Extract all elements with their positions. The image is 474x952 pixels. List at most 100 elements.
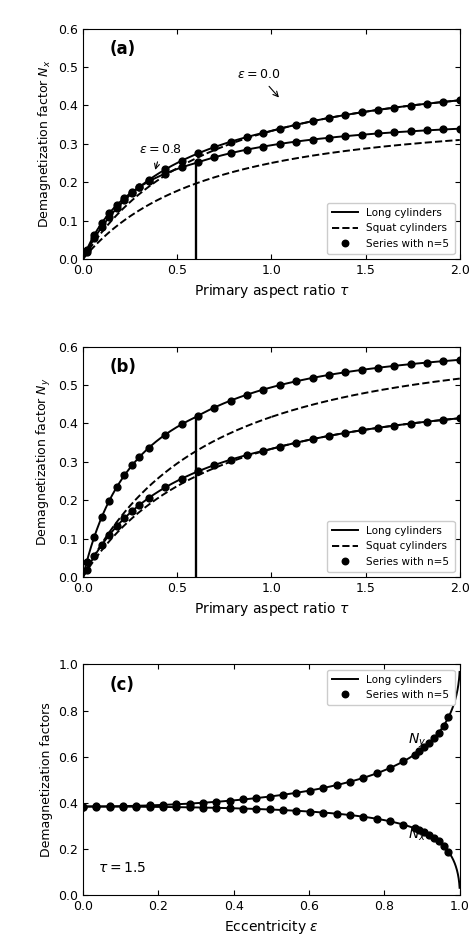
Point — [445, 709, 452, 724]
Point — [341, 426, 349, 441]
Point — [79, 799, 87, 814]
Point — [226, 801, 234, 816]
Point — [411, 747, 419, 763]
Point — [358, 128, 365, 143]
Point — [276, 439, 283, 454]
Point — [386, 761, 394, 776]
Point — [276, 136, 283, 151]
Point — [266, 802, 273, 817]
Point — [430, 730, 438, 745]
Point — [276, 121, 283, 136]
Point — [194, 154, 202, 169]
Text: (a): (a) — [109, 40, 136, 58]
Point — [113, 519, 121, 534]
Point — [260, 126, 267, 141]
Point — [120, 192, 128, 208]
Point — [113, 479, 121, 494]
Point — [423, 123, 431, 138]
Point — [346, 774, 354, 789]
Point — [292, 803, 300, 819]
Point — [243, 447, 251, 463]
Point — [420, 740, 428, 755]
Point — [359, 770, 367, 785]
Point — [173, 800, 180, 815]
Point — [226, 793, 234, 808]
Point — [400, 754, 407, 769]
Point — [292, 435, 300, 450]
Legend: Long cylinders, Squat cylinders, Series with n=5: Long cylinders, Squat cylinders, Series … — [327, 521, 455, 572]
Y-axis label: Demagnetization factors: Demagnetization factors — [39, 703, 53, 857]
Point — [435, 724, 443, 740]
Point — [333, 806, 340, 822]
Text: $N_y$: $N_y$ — [408, 732, 426, 750]
Point — [91, 230, 98, 246]
Point — [91, 228, 98, 243]
Point — [243, 387, 251, 403]
Point — [92, 799, 100, 814]
Point — [439, 94, 447, 109]
Point — [119, 799, 127, 814]
Point — [341, 108, 349, 123]
Point — [358, 423, 365, 438]
Point — [243, 129, 251, 145]
Point — [440, 839, 447, 854]
Point — [119, 799, 127, 814]
Point — [136, 449, 143, 465]
Point — [186, 796, 193, 811]
Point — [145, 440, 153, 455]
Point — [279, 803, 287, 818]
Point — [292, 785, 300, 801]
Y-axis label: Demagnetization factor $N_x$: Demagnetization factor $N_x$ — [36, 60, 53, 228]
Point — [456, 92, 464, 108]
Point — [276, 378, 283, 393]
Point — [253, 790, 260, 805]
Point — [106, 493, 113, 508]
Point — [194, 146, 202, 161]
Point — [423, 355, 431, 370]
Point — [113, 201, 121, 216]
Point — [162, 480, 169, 495]
Point — [407, 356, 414, 371]
Point — [83, 554, 91, 569]
Point — [325, 367, 333, 383]
Point — [391, 418, 398, 433]
Point — [194, 464, 202, 479]
Legend: Long cylinders, Series with n=5: Long cylinders, Series with n=5 — [327, 669, 455, 705]
Point — [386, 814, 394, 829]
Point — [128, 185, 136, 200]
X-axis label: Primary aspect ratio $\tau$: Primary aspect ratio $\tau$ — [193, 601, 349, 619]
Point — [391, 100, 398, 115]
Point — [83, 562, 91, 577]
Point — [309, 370, 316, 386]
Point — [416, 823, 423, 838]
Point — [173, 797, 180, 812]
Point — [407, 124, 414, 139]
Point — [407, 98, 414, 113]
Point — [325, 428, 333, 444]
Point — [210, 458, 218, 473]
Point — [145, 172, 153, 188]
Point — [128, 504, 136, 519]
Point — [210, 400, 218, 415]
Point — [456, 121, 464, 136]
Point — [133, 799, 140, 814]
Point — [400, 817, 407, 832]
Point — [128, 186, 136, 201]
Point — [374, 360, 382, 375]
Point — [91, 548, 98, 564]
Point — [309, 431, 316, 446]
Point — [128, 458, 136, 473]
Point — [106, 527, 113, 543]
Point — [306, 783, 314, 798]
Point — [319, 781, 327, 796]
Point — [120, 467, 128, 483]
Legend: Long cylinders, Squat cylinders, Series with n=5: Long cylinders, Squat cylinders, Series … — [327, 203, 455, 254]
Point — [456, 352, 464, 367]
Point — [358, 363, 365, 378]
Point — [430, 830, 438, 845]
Point — [178, 471, 185, 486]
Point — [213, 801, 220, 816]
Point — [423, 96, 431, 111]
Point — [239, 792, 247, 807]
Point — [133, 798, 140, 813]
